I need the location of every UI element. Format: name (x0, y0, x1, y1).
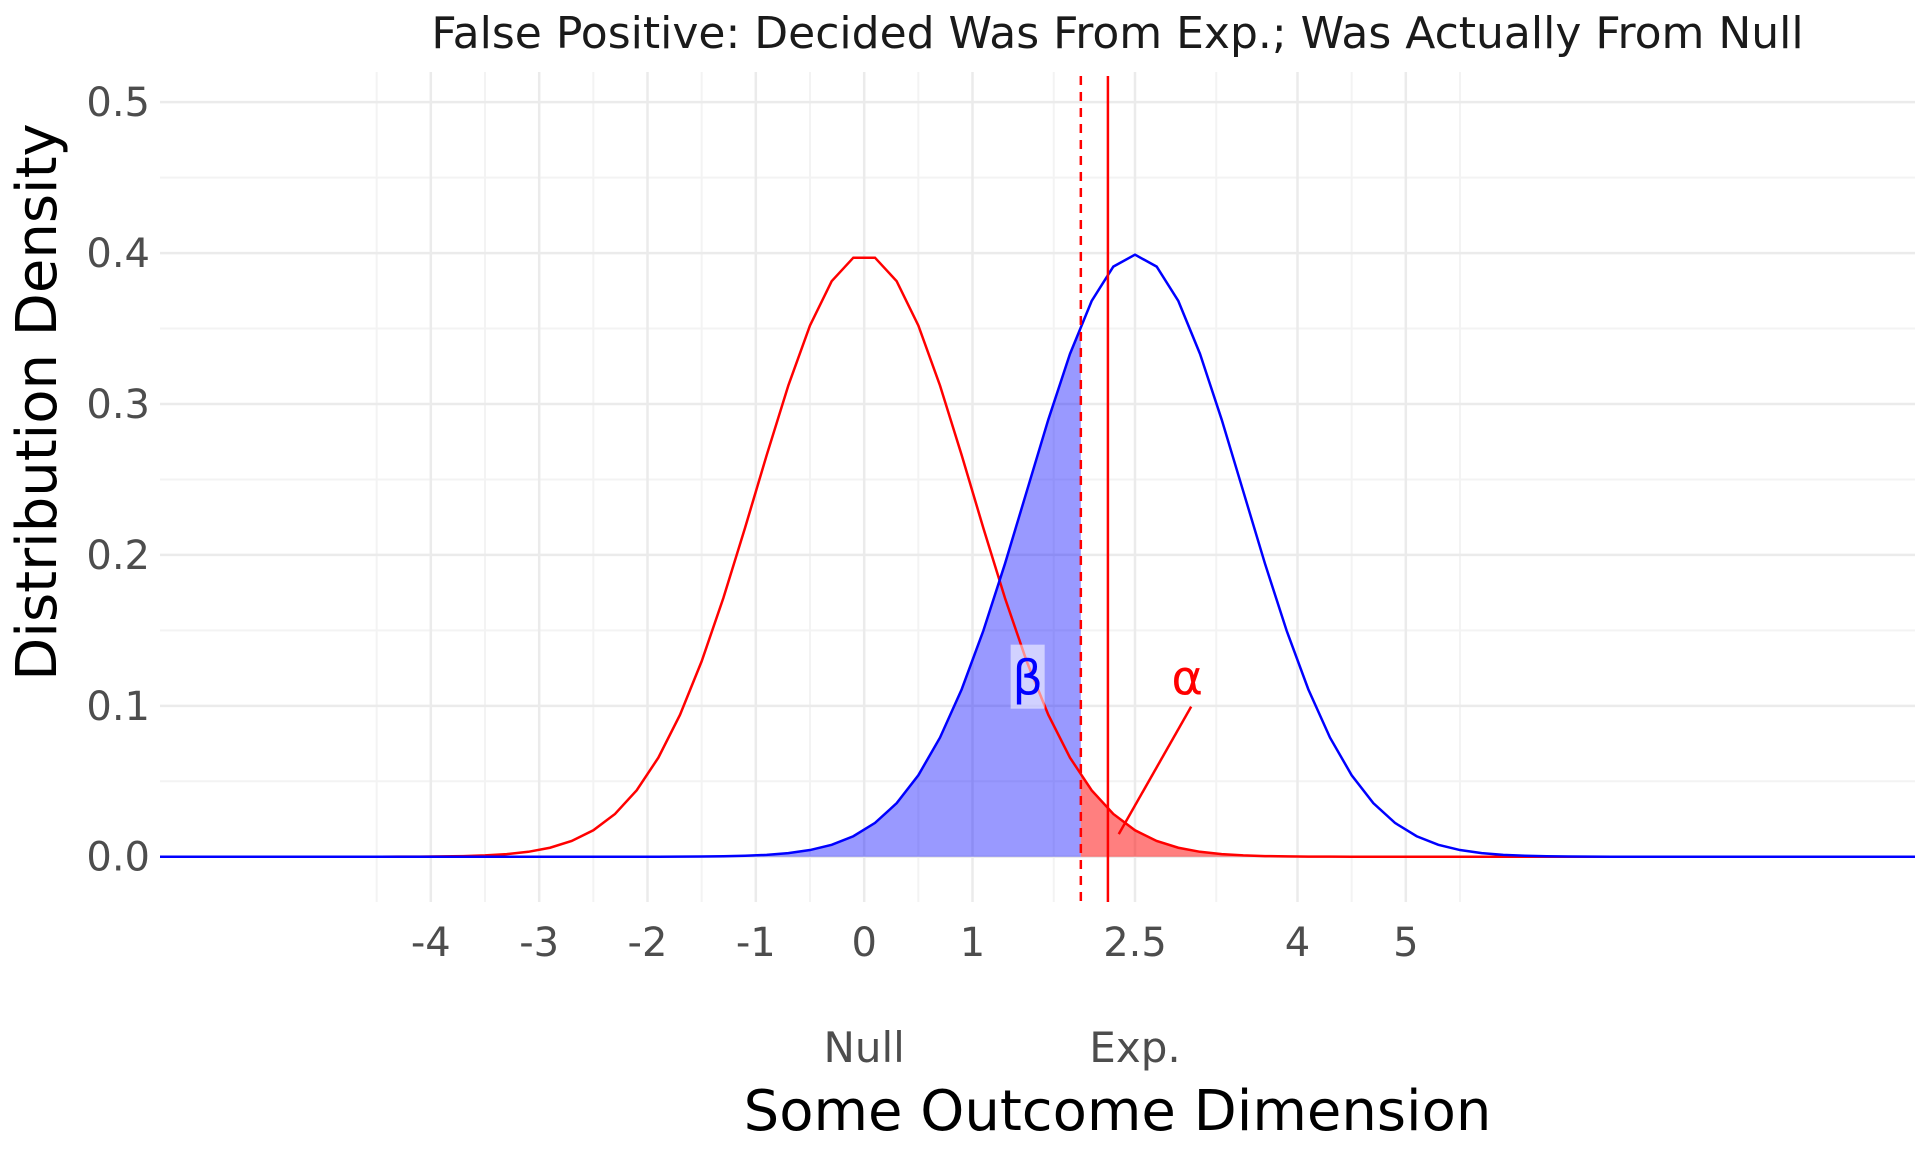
alpha-area (1080, 775, 1915, 857)
x-tick-label: -2 (628, 920, 668, 966)
x-axis-title: Some Outcome Dimension (744, 1079, 1492, 1144)
y-tick-label: 0.2 (86, 533, 150, 579)
shaded-areas (160, 325, 1915, 857)
beta-label: β (1012, 651, 1043, 707)
beta-label-background (1010, 644, 1045, 709)
beta-area (160, 325, 1081, 857)
grid (160, 72, 1915, 902)
group-label: Exp. (1089, 1023, 1180, 1072)
alpha-label: α (1171, 651, 1203, 707)
x-tick-label: 5 (1393, 920, 1418, 966)
x-tick-label: -4 (411, 920, 451, 966)
x-tick-label: 4 (1285, 920, 1310, 966)
x-tick-label: 2.5 (1103, 920, 1167, 966)
chart-title: False Positive: Decided Was From Exp.; W… (431, 8, 1803, 59)
x-axis-ticks: -4 -3 -2 -1 0 1 2.5 4 5 (411, 920, 1419, 966)
y-axis-title: Distribution Density (5, 123, 70, 680)
group-labels: Null Exp. (823, 1023, 1180, 1072)
x-tick-label: 0 (851, 920, 876, 966)
y-axis-ticks: 0.0 0.1 0.2 0.3 0.4 0.5 (86, 80, 150, 881)
threshold-lines (1079, 76, 1110, 902)
x-tick-label: 1 (960, 920, 985, 966)
exp-distribution-curve (160, 253, 1915, 858)
y-tick-label: 0.4 (86, 231, 150, 277)
y-tick-label: 0.1 (86, 684, 150, 730)
x-tick-label: -1 (736, 920, 776, 966)
alpha-pointer-line (1117, 706, 1193, 835)
x-tick-label: -3 (519, 920, 559, 966)
y-tick-label: 0.0 (86, 835, 150, 881)
y-tick-label: 0.3 (86, 382, 150, 428)
group-label: Null (823, 1023, 904, 1072)
y-tick-label: 0.5 (86, 80, 150, 126)
